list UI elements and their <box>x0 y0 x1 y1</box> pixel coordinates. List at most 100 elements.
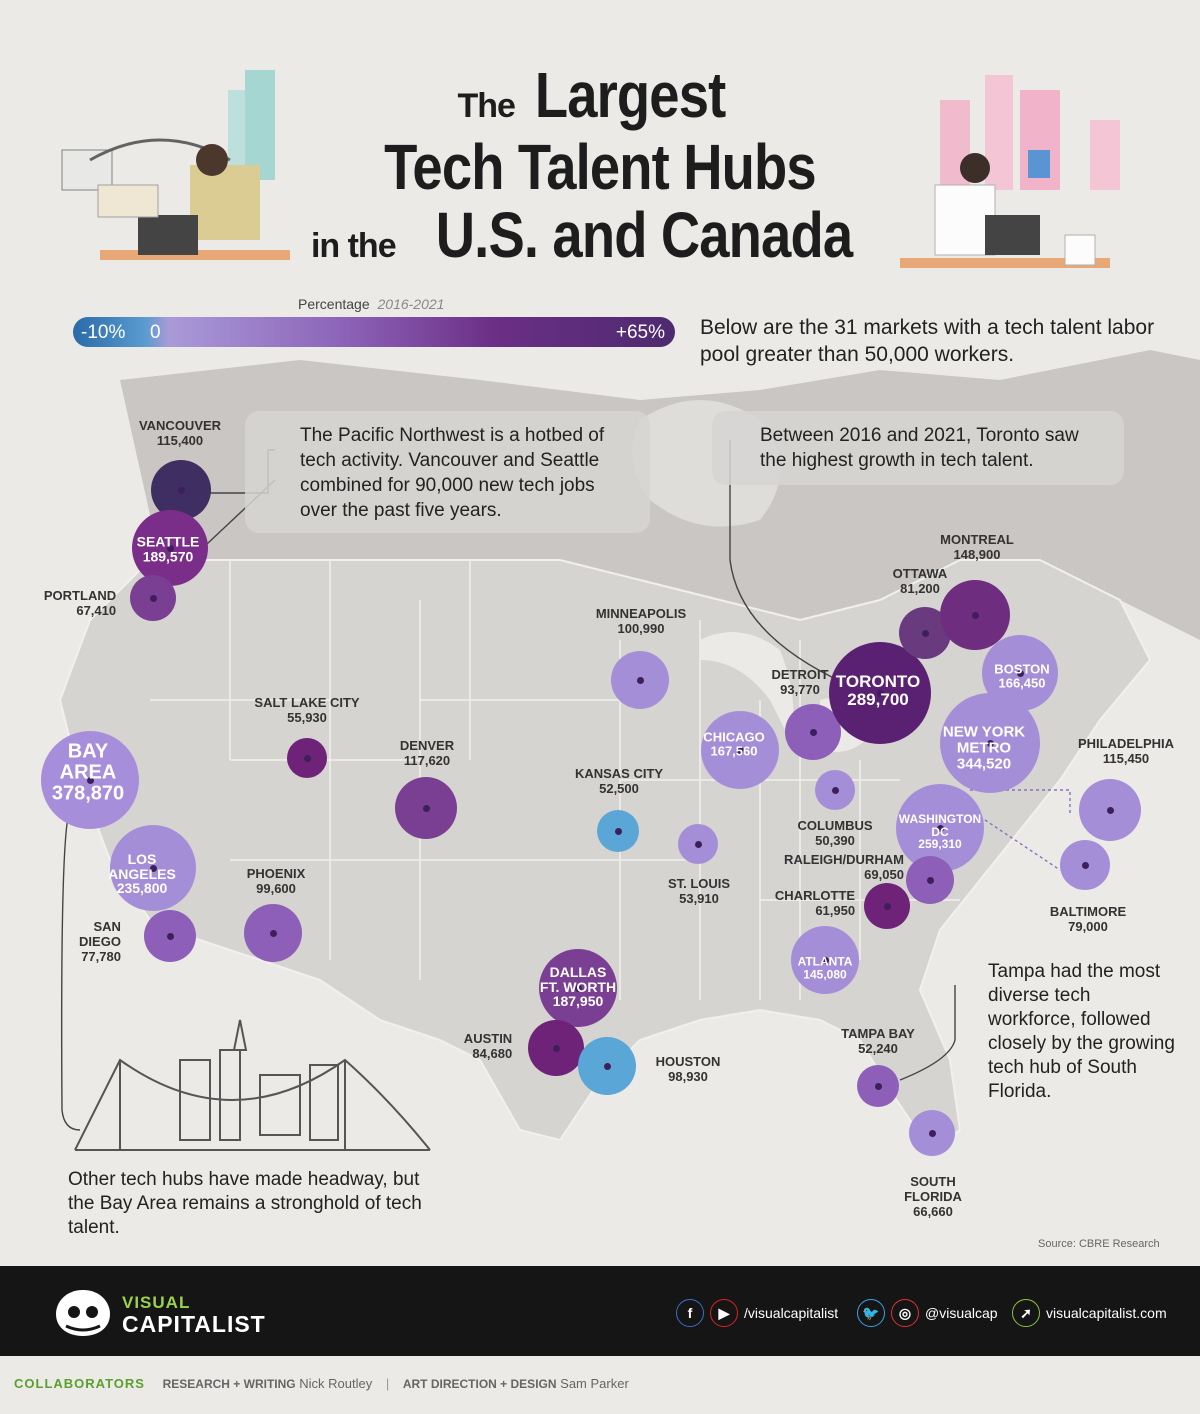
website-link[interactable]: visualcapitalist.com <box>1046 1305 1167 1321</box>
bubble-atlanta <box>791 926 859 994</box>
label-houston: HOUSTON 98,930 <box>655 1054 721 1084</box>
youtube-icon[interactable]: ▶ <box>710 1299 738 1327</box>
bubble-st-louis <box>678 824 718 864</box>
bubble-san-diego <box>144 910 196 962</box>
label-austin: AUSTIN 84,680 <box>463 1031 513 1061</box>
label-phoenix: PHOENIX 99,600 <box>246 866 306 896</box>
legend-period: 2016-2021 <box>377 296 445 312</box>
label-washington-dc: WASHINGTON DC 259,310 <box>898 812 982 852</box>
label-atlanta: ATLANTA 145,080 <box>797 954 853 981</box>
brand-capitalist: CAPITALIST <box>122 1311 266 1337</box>
label-san-diego: SAN DIEGO 77,780 <box>79 919 121 964</box>
title-line-2: Tech Talent Hubs <box>0 130 1200 204</box>
callout-toronto: Between 2016 and 2021, Toronto saw the h… <box>712 411 1124 485</box>
label-kansas-city: KANSAS CITY 52,500 <box>574 766 664 796</box>
bubble-los-angeles <box>110 825 196 911</box>
research-name: Nick Routley <box>299 1376 373 1391</box>
brand-visual: VISUAL <box>122 1293 191 1312</box>
youtube-handle[interactable]: /visualcapitalist <box>744 1305 839 1321</box>
divider: | <box>385 1376 390 1391</box>
twitter-instagram-group: 🐦 ◎ @visualcap <box>857 1298 998 1328</box>
legend-max: +65% <box>615 322 665 343</box>
title-line-1: The Largest <box>0 58 1200 132</box>
website-group: ➚ visualcapitalist.com <box>1012 1298 1167 1328</box>
state-borders <box>150 560 960 1000</box>
toronto-skyline-illustration <box>900 75 1120 268</box>
bubble-dallas-ft-worth <box>539 949 617 1027</box>
label-ottawa: OTTAWA 81,200 <box>892 566 948 596</box>
vancouver-skyline-illustration <box>61 70 290 260</box>
bubble-philadelphia <box>1079 779 1141 841</box>
label-toronto: TORONTO 289,700 <box>835 672 921 709</box>
bubble-baltimore <box>1060 840 1110 890</box>
design-name: Sam Parker <box>560 1376 629 1391</box>
title-us-and-canada: U.S. and Canada <box>435 199 853 271</box>
callout-pacific-northwest: The Pacific Northwest is a hotbed of tec… <box>245 411 650 533</box>
label-vancouver: VANCOUVER 115,400 <box>138 418 222 448</box>
bubble-houston <box>578 1037 636 1095</box>
brand-wordmark[interactable]: VISUAL CAPITALIST <box>122 1293 266 1338</box>
bubble-austin <box>528 1020 584 1076</box>
title-line-3: in the U.S. and Canada <box>0 198 1200 272</box>
bubble-tampa-bay <box>857 1065 899 1107</box>
label-new-york-metro: NEW YORK METRO 344,520 <box>942 723 1026 772</box>
label-portland: PORTLAND 67,410 <box>43 588 117 618</box>
bubble-salt-lake-city <box>287 738 327 778</box>
bubble-phoenix <box>244 904 302 962</box>
twitter-icon[interactable]: 🐦 <box>857 1299 885 1327</box>
instagram-handle[interactable]: @visualcap <box>925 1305 998 1321</box>
bubble-charlotte <box>864 883 910 929</box>
research-label: RESEARCH + WRITING <box>162 1377 296 1391</box>
label-seattle: SEATTLE 189,570 <box>136 533 200 564</box>
bubble-denver <box>395 777 457 839</box>
bubble-south-florida <box>909 1110 955 1156</box>
title-in-the: in the <box>310 227 397 265</box>
facebook-icon[interactable]: f <box>676 1299 704 1327</box>
legend-min: -10% <box>81 322 126 343</box>
title-the: The <box>457 87 515 125</box>
legend-caption: Percentage 2016-2021 <box>298 296 444 312</box>
bubble-seattle <box>132 510 208 586</box>
intro-text: Below are the 31 markets with a tech tal… <box>700 316 1155 366</box>
title-tech-talent-hubs: Tech Talent Hubs <box>384 131 817 203</box>
collaborators-line: COLLABORATORS RESEARCH + WRITING Nick Ro… <box>14 1376 629 1391</box>
legend-label: Percentage <box>298 296 370 312</box>
label-montreal: MONTREAL 148,900 <box>940 532 1014 562</box>
label-dallas-ft-worth: DALLAS FT. WORTH 187,950 <box>539 963 617 1010</box>
bubble-columbus <box>815 770 855 810</box>
label-baltimore: BALTIMORE 79,000 <box>1049 904 1127 934</box>
legend-zero: 0 <box>150 322 161 343</box>
instagram-icon[interactable]: ◎ <box>891 1299 919 1327</box>
label-minneapolis: MINNEAPOLIS 100,990 <box>595 606 687 636</box>
callout-bay-area: Other tech hubs have made headway, but t… <box>68 1169 422 1238</box>
label-south-florida: SOUTH FLORIDA 66,660 <box>904 1174 962 1219</box>
label-denver: DENVER 117,620 <box>399 738 455 768</box>
visual-capitalist-logo[interactable] <box>52 1286 114 1340</box>
footer-bar <box>0 1266 1200 1356</box>
title-largest: Largest <box>535 59 726 131</box>
bubble-detroit <box>785 704 841 760</box>
bubble-portland <box>130 575 176 621</box>
label-bay-area: BAY AREA 378,870 <box>51 740 125 805</box>
bubble-kansas-city <box>597 810 639 852</box>
label-tampa-bay: TAMPA BAY 52,240 <box>841 1026 915 1056</box>
label-raleigh-durham: RALEIGH/DURHAM 69,050 <box>784 852 904 882</box>
label-detroit: DETROIT 93,770 <box>771 667 829 697</box>
callout-tampa: Tampa had the most diverse tech workforc… <box>988 961 1175 1102</box>
collaborators-heading: COLLABORATORS <box>14 1376 145 1391</box>
bubble-washington-dc <box>896 784 984 872</box>
bubble-montreal <box>940 580 1010 650</box>
golden-gate-illustration <box>74 1019 431 1151</box>
label-chicago: CHICAGO 167,560 <box>703 729 765 758</box>
legend-color-scale: -10% 0 +65% <box>73 317 675 347</box>
label-boston: BOSTON 166,450 <box>994 661 1050 690</box>
label-columbus: COLUMBUS 50,390 <box>797 818 873 848</box>
source-note: Source: CBRE Research <box>1038 1238 1160 1250</box>
label-charlotte: CHARLOTTE 61,950 <box>774 888 856 918</box>
label-salt-lake-city: SALT LAKE CITY 55,930 <box>254 695 360 725</box>
label-st-louis: ST. LOUIS 53,910 <box>667 876 731 906</box>
cursor-icon[interactable]: ➚ <box>1012 1299 1040 1327</box>
bubble-raleigh-durham <box>906 856 954 904</box>
design-label: ART DIRECTION + DESIGN <box>402 1377 557 1391</box>
